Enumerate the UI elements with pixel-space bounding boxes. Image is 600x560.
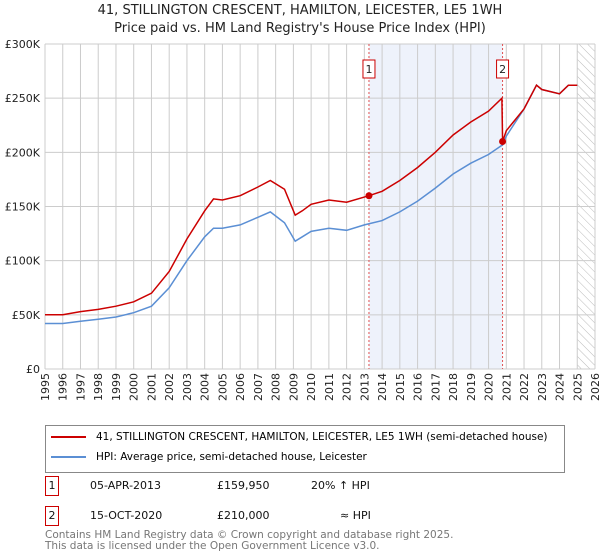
x-tick-label: 1998 (92, 373, 105, 401)
x-tick-label: 2015 (394, 373, 407, 401)
legend: 41, STILLINGTON CRESCENT, HAMILTON, LEIC… (45, 425, 565, 473)
x-tick-label: 2026 (589, 373, 600, 401)
footer-line: Contains HM Land Registry data © Crown c… (45, 529, 454, 541)
x-tick-label: 1999 (110, 373, 123, 401)
x-tick-label: 2009 (287, 373, 300, 401)
sale-marker-box: 2 (45, 506, 59, 526)
sale-date: 15-OCT-2020 (90, 509, 163, 522)
footer-line: This data is licensed under the Open Gov… (45, 540, 380, 552)
x-tick-label: 2005 (216, 373, 229, 401)
y-tick-label: £0 (26, 363, 40, 376)
x-tick-label: 2025 (571, 373, 584, 401)
x-tick-label: 2016 (412, 373, 425, 401)
sale-date: 05-APR-2013 (90, 479, 162, 492)
x-tick-label: 2006 (234, 373, 247, 401)
y-tick-label: £200K (5, 146, 41, 159)
chart-subtitle: Price paid vs. HM Land Registry's House … (114, 21, 486, 36)
sale-point (499, 138, 507, 145)
chart-title: 41, STILLINGTON CRESCENT, HAMILTON, LEIC… (97, 3, 503, 18)
sale-price: £210,000 (217, 509, 270, 522)
y-tick-label: £150K (5, 201, 41, 214)
sale-label: 1 (365, 63, 372, 76)
legend-red-line (51, 436, 86, 438)
legend-label-hpi: HPI: Average price, semi-detached house,… (96, 451, 367, 463)
x-tick-label: 2024 (554, 373, 567, 401)
x-tick-label: 2013 (358, 373, 371, 401)
price-line (45, 84, 578, 316)
x-tick-label: 2010 (305, 373, 318, 401)
sale-point (365, 192, 373, 200)
x-tick-label: 2018 (447, 373, 460, 401)
x-tick-label: 2020 (483, 373, 496, 401)
x-tick-label: 2011 (323, 373, 336, 401)
legend-blue-line (51, 456, 86, 458)
x-tick-label: 2019 (465, 373, 478, 401)
sale-marker-box: 1 (45, 476, 59, 496)
sale-label-box (496, 59, 510, 79)
plot-area: 1995 1996 1997 1998 1999 2000 2001 2002 2003 2004… (5, 38, 600, 401)
x-tick-label: 2001 (145, 373, 158, 401)
legend-label-property: 41, STILLINGTON CRESCENT, HAMILTON, LEIC… (96, 431, 548, 443)
x-tick-label: 2022 (518, 373, 531, 401)
x-tick-label: 1996 (57, 373, 70, 401)
x-tick-label: 2007 (252, 373, 265, 401)
x-tick-label: 2003 (181, 373, 194, 401)
sale-price: £159,950 (217, 479, 270, 492)
y-tick-label: £50K (12, 309, 41, 322)
x-tick-label: 2002 (163, 373, 176, 401)
sale-label: 2 (499, 63, 506, 76)
sale-hpi: ≈ HPI (340, 509, 371, 522)
x-tick-label: 2017 (429, 373, 442, 401)
x-tick-label: 1995 (39, 373, 52, 401)
footer: Contains HM Land Registry data © Crown c… (45, 530, 453, 552)
x-tick-label: 2008 (270, 373, 283, 401)
sale-label-box (362, 59, 376, 79)
x-tick-label: 2021 (500, 373, 513, 401)
x-tick-label: 2000 (128, 373, 141, 401)
x-tick-label: 2023 (536, 373, 549, 401)
sale-hpi: 20% ↑ HPI (311, 479, 370, 492)
x-tick-label: 1997 (74, 373, 87, 401)
x-tick-label: 2012 (341, 373, 354, 401)
y-tick-label: £100K (5, 255, 41, 268)
y-tick-label: £250K (5, 92, 41, 105)
hpi-line (45, 84, 578, 325)
x-tick-label: 2004 (199, 373, 212, 401)
x-tick-label: 2014 (376, 373, 389, 401)
y-tick-label: £300K (5, 38, 41, 51)
